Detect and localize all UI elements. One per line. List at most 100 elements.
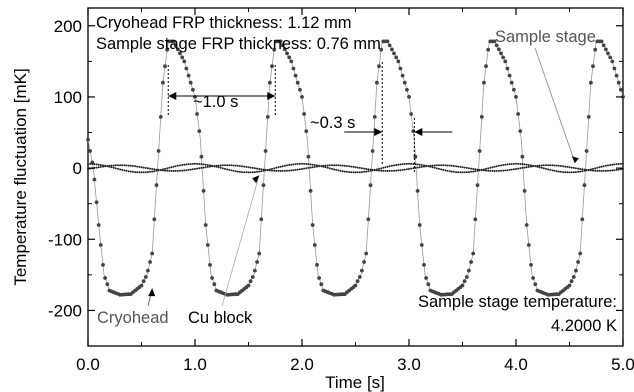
y-axis-title: Temperature fluctuation [mK] [11,68,30,285]
cryohead-point [377,64,381,69]
cryohead-point [520,154,525,159]
cu-block-point [149,170,152,173]
cu-block-point [408,162,410,165]
cu-block-point [450,170,453,173]
sample-stage-point [429,164,432,167]
sample-stage-point [121,164,124,167]
sample-stage-point [262,168,265,171]
cryohead-point [146,268,150,273]
cryohead-point [103,276,107,280]
x-tick-label: 5.0 [611,355,634,374]
sample-stage-point [260,168,263,171]
cryohead-point [280,43,285,48]
sample-stage-point [440,164,443,167]
sample-stage-point [474,168,477,171]
cu-block-point [198,163,201,165]
sample-stage-point [450,164,453,167]
cryohead-point [396,59,401,64]
cryohead-point [484,64,488,69]
sample-stage-point [487,169,490,172]
cryohead-point [608,55,613,60]
sample-stage-point [386,170,389,172]
cu-block-point [114,167,117,170]
sample-stage-point [358,166,361,169]
y-tick-label: -200 [48,301,82,320]
cu-block-point [500,164,502,167]
sample-stage-point [369,168,372,171]
cu-block-point [611,163,614,166]
cryohead-point [186,73,191,78]
cu-block-label: Cu block [188,309,253,327]
sample-stage-point [607,169,609,172]
sample-stage-point [108,164,111,167]
sample-stage-point [435,164,438,167]
cu-block-point [343,170,346,173]
sample-stage-point [519,167,522,170]
sample-stage-point [249,166,252,169]
header-line-1: Cryohead FRP thickness: 1.12 mm [96,14,352,32]
cu-block-point [617,163,620,165]
cryohead-point [524,223,529,227]
sample-stage-point [129,164,132,167]
sample-stage-point [619,168,622,171]
cu-block-point [360,171,363,174]
cu-block-point [553,169,556,172]
annotation-marks [147,47,579,307]
sample-stage-point [271,169,273,172]
sample-stage-point [410,167,413,170]
lag-arrow-head-right [414,128,423,136]
cu-block-point [279,165,282,168]
cu-block-point [549,168,552,171]
sample-stage-point [515,168,517,170]
sample-stage-point [412,167,415,170]
sample-stage-point [219,164,222,167]
sample-stage-point [339,164,342,167]
sample-stage-pointer [534,47,576,163]
sample-stage-point [243,165,246,168]
cu-block-point [352,171,355,174]
cryohead-point [184,66,189,71]
cu-block-point [136,171,139,174]
sample-stage-point [367,168,370,171]
cu-block-point [168,166,171,169]
cu-block-point [296,163,299,165]
cu-block-point [420,164,423,166]
cryohead-point [178,51,182,56]
cu-block-point [256,170,259,173]
sample-stage-point [425,165,428,168]
cu-block-point [194,162,196,165]
sample-stage-point [268,169,271,172]
cu-block-point [487,167,490,170]
cu-block-point [527,164,530,166]
cu-block-point [562,171,565,174]
sample-stage-point [365,168,368,170]
cu-block-point [418,163,421,166]
y-tick-label: 200 [54,17,82,36]
sample-stage-point [433,164,436,167]
y-tick-label: 0 [73,159,82,178]
sample-stage-point [112,164,115,167]
sample-stage-point [564,165,567,168]
sample-stage-point [283,169,286,172]
cu-block-point [378,167,380,170]
cu-block-point [112,166,115,169]
cryohead-point [248,279,253,284]
sample-stage-point [356,166,359,169]
cu-block-point [399,163,402,166]
cu-block-point [187,163,190,166]
cryohead-point [422,263,426,267]
cu-block-point [600,165,603,168]
sample-stage-point [380,169,383,172]
sample-stage-point [375,169,378,172]
sample-stage-point [296,168,299,171]
sample-stage-point [463,166,466,169]
sample-stage-point [181,169,184,172]
cryohead-point [272,47,277,52]
cryohead-point [604,47,608,52]
cu-block-point [395,164,398,166]
sample-stage-point [134,165,137,168]
sample-stage-point [592,169,594,172]
sample-stage-point [194,168,196,170]
sample-stage-point [594,169,597,172]
cryohead-point [300,95,304,99]
